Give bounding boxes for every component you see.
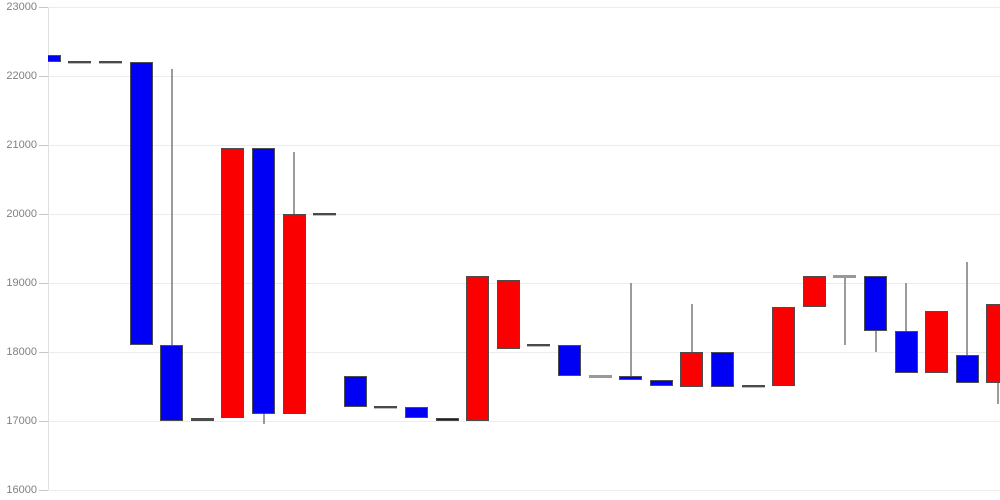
candle-wick [170,69,173,421]
gridline [48,421,1000,422]
candle-up [221,148,245,418]
candle-wick [905,283,908,373]
y-axis-label: 16000 [6,484,37,496]
y-axis-tick [39,421,48,422]
gridline [48,283,1000,284]
candle-up [986,303,1000,384]
candle-wick [690,303,693,387]
y-axis-label: 18000 [6,346,37,358]
candle-wick [966,262,969,384]
candle-down [48,55,61,63]
candle-down [160,345,184,421]
gridline [48,145,1000,146]
y-axis-tick [39,76,48,77]
y-axis-tick [39,283,48,284]
y-axis-tick [39,214,48,215]
candle-down [864,276,887,332]
candle-up [282,214,306,415]
candle-up [802,276,826,308]
y-axis-label: 17000 [6,415,37,427]
candle-down [129,62,153,346]
gridline [48,214,1000,215]
candle-doji [588,374,612,378]
candle-wick [629,283,632,380]
gridline [48,490,1000,491]
gridline [48,76,1000,77]
candle-down [252,148,275,415]
candle-doji [313,212,337,216]
y-axis-label: 20000 [6,208,37,220]
candle-down [435,417,459,421]
candle-doji [527,343,551,347]
candle-doji [99,60,122,64]
candle-up [190,417,214,421]
y-axis-tick [39,352,48,353]
candle-up [925,310,949,373]
candle-down [405,407,428,418]
candle-up [772,307,796,387]
y-axis-label: 21000 [6,139,37,151]
candle-up [496,279,520,349]
candle-wick [843,276,846,346]
candle-down [558,345,581,377]
candle-down [711,352,734,387]
candle-down [619,376,643,380]
candle-down [955,355,979,384]
candle-doji [833,274,857,278]
candle-doji [741,385,765,388]
y-axis-label: 22000 [6,70,37,82]
candle-doji [68,60,92,64]
candle-up [680,352,704,387]
y-axis-line [48,7,49,490]
candle-down [894,331,918,373]
y-axis-tick [39,145,48,146]
y-axis-tick [39,490,48,491]
y-axis-tick [39,7,48,8]
y-axis-label: 23000 [6,1,37,13]
candle-down [343,376,367,408]
plot-area [48,0,1000,500]
candle-up [466,276,490,421]
candle-down [649,379,673,387]
gridline [48,352,1000,353]
candle-doji [374,405,398,409]
y-axis-label: 19000 [6,277,37,289]
gridline [48,7,1000,8]
